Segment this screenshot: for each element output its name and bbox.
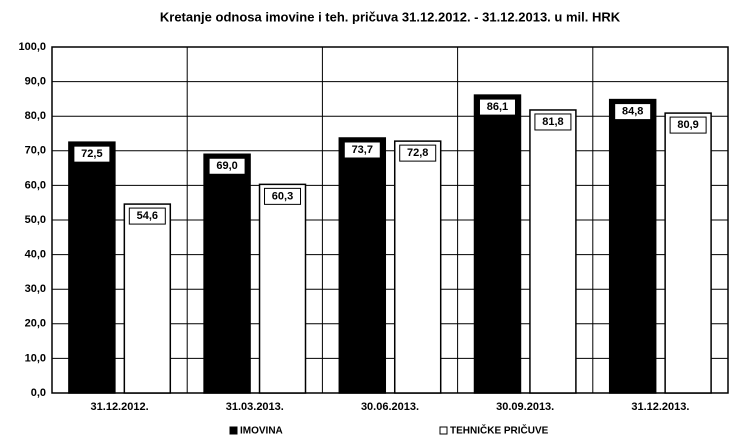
- legend-label: TEHNIČKE PRIČUVE: [450, 424, 549, 437]
- value-label-box: [478, 98, 516, 116]
- y-tick-label: 60,0: [25, 179, 46, 191]
- value-label: 81,8: [542, 116, 563, 128]
- value-label: 72,5: [81, 148, 102, 160]
- x-tick-label: 31.03.2013.: [226, 401, 284, 413]
- y-tick-label: 100,0: [18, 41, 46, 53]
- plot-frame: [51, 46, 729, 394]
- y-tick-label: 80,0: [25, 110, 46, 122]
- bar: [473, 94, 522, 394]
- y-tick-label: 20,0: [25, 318, 46, 330]
- value-label-box: [128, 207, 166, 225]
- legend-label: IMOVINA: [240, 426, 283, 437]
- legend-swatch: [229, 426, 238, 435]
- value-label-box: [73, 145, 111, 163]
- value-label: 84,8: [622, 105, 643, 117]
- value-label-box: [264, 187, 302, 205]
- value-label-box: [614, 103, 652, 121]
- value-label-box: [669, 116, 707, 134]
- bar: [123, 203, 172, 394]
- value-label: 73,7: [352, 144, 373, 156]
- x-tick-label: 31.12.2013.: [631, 401, 689, 413]
- y-tick-label: 0,0: [31, 387, 46, 399]
- value-label: 54,6: [137, 210, 158, 222]
- x-tick-label: 30.09.2013.: [496, 401, 554, 413]
- bar: [529, 109, 577, 394]
- value-label: 80,9: [677, 119, 698, 131]
- bar: [258, 183, 307, 394]
- bar: [203, 153, 251, 394]
- value-label: 72,8: [407, 147, 428, 159]
- legend-swatch: [439, 426, 448, 435]
- value-label: 86,1: [487, 101, 508, 113]
- value-label-box: [399, 144, 437, 162]
- bar: [68, 141, 116, 394]
- y-tick-label: 70,0: [25, 145, 46, 157]
- x-tick-label: 31.12.2012.: [91, 401, 149, 413]
- y-tick-label: 40,0: [25, 249, 46, 261]
- bar: [608, 98, 657, 394]
- y-tick-label: 30,0: [25, 283, 46, 295]
- bar: [393, 140, 442, 394]
- bar: [338, 137, 387, 394]
- y-tick-label: 50,0: [25, 214, 46, 226]
- chart-title: Kretanje odnosa imovine i teh. pričuva 3…: [160, 9, 621, 24]
- value-label-box: [208, 157, 246, 175]
- value-label-box: [343, 141, 381, 159]
- y-tick-label: 90,0: [25, 76, 46, 88]
- y-tick-label: 10,0: [25, 352, 46, 364]
- value-label-box: [534, 113, 572, 131]
- value-label: 69,0: [216, 160, 237, 172]
- x-tick-label: 30.06.2013.: [361, 401, 419, 413]
- bar: [664, 112, 712, 394]
- value-label: 60,3: [272, 190, 293, 202]
